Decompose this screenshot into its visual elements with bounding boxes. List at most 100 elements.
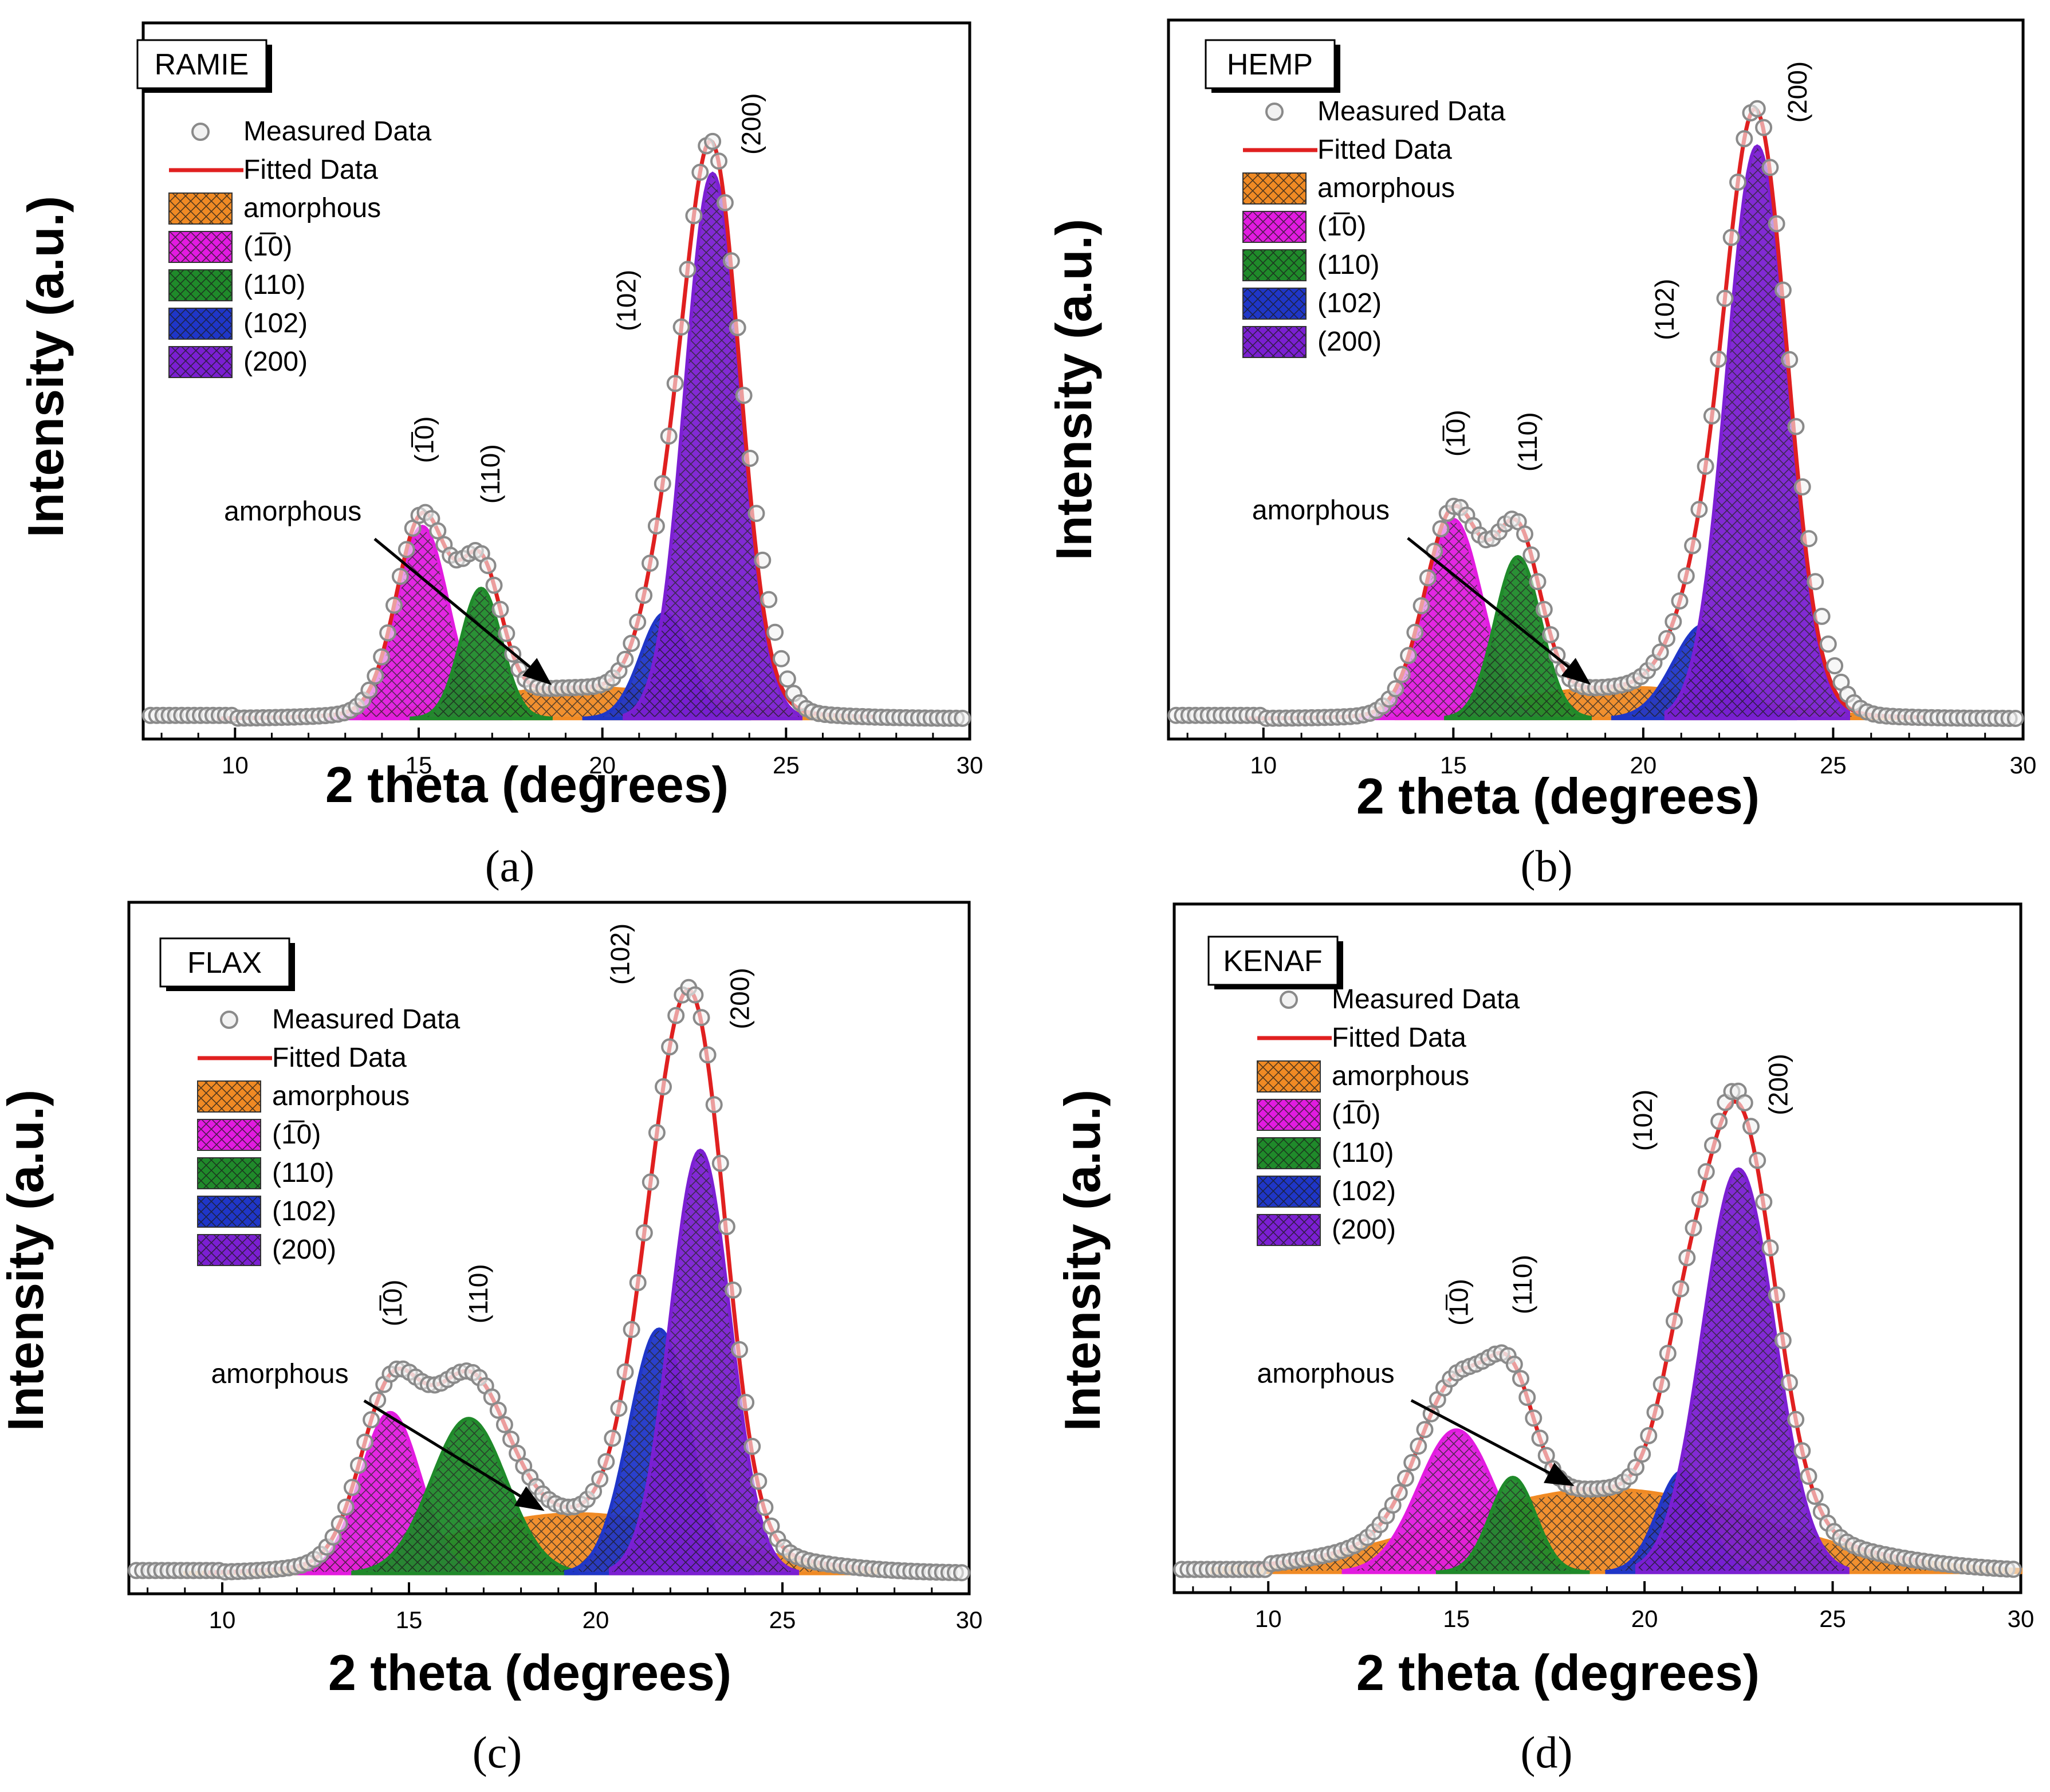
peak-label: (200) [1764, 1054, 1793, 1115]
measured-point [778, 670, 796, 688]
measured-point [1665, 613, 1682, 631]
legend-label: (1̅0) [1332, 1099, 1380, 1130]
sample-label: KENAF [1223, 945, 1322, 978]
amorphous-annotation: amorphous [1257, 1358, 1395, 1389]
measured-point [597, 1453, 615, 1471]
y-axis-title: Intensity (a.u.) [17, 196, 74, 538]
measured-point [1666, 1312, 1683, 1330]
measured-point [479, 557, 497, 575]
peak-label: (110) [463, 1264, 493, 1323]
measured-point [1516, 525, 1533, 543]
peak-label: (1̅0) [377, 1279, 407, 1326]
legend-label: amorphous [243, 193, 381, 223]
measured-point [623, 1321, 640, 1338]
legend-swatch-p110 [1257, 1137, 1321, 1169]
measured-point [385, 596, 403, 614]
measured-point [1542, 626, 1560, 643]
measured-point [685, 207, 703, 225]
legend-measured-marker [191, 123, 210, 141]
legend-label: Measured Data [243, 116, 431, 147]
panel-kenaf: (d) 10 15 20 25 30 2 theta (degrees) Intensity… [1054, 902, 2035, 1777]
x-tick-label: 30 [2008, 1605, 2035, 1632]
caption-c: (c) [473, 1727, 522, 1777]
plot-frame [127, 901, 971, 1595]
legend-label: Measured Data [1317, 96, 1505, 127]
legend-swatch-p102 [1257, 1176, 1321, 1208]
measured-point [729, 319, 746, 336]
measured-point [1697, 1163, 1715, 1181]
measured-point [704, 132, 722, 150]
panel-hemp: (b) 10 15 20 25 30 2 theta (degrees) Intensity… [1045, 18, 2036, 891]
component-p110 [351, 1417, 579, 1575]
measured-point [1432, 520, 1450, 537]
measured-point [1749, 1152, 1766, 1169]
measured-point [1397, 1469, 1414, 1487]
plot-frame [141, 21, 971, 741]
amorphous-annotation: amorphous [224, 496, 361, 526]
legend-label: Fitted Data [243, 155, 378, 185]
measured-point [710, 152, 727, 170]
measured-point [391, 568, 409, 585]
measured-point [498, 624, 516, 642]
x-axis-title: 2 theta (degrees) [328, 1644, 731, 1701]
x-tick-label: 20 [1631, 1605, 1658, 1632]
amorphous-arrow [1410, 1399, 1575, 1487]
measured-point [483, 1388, 501, 1406]
measured-point [1512, 1370, 1529, 1388]
x-tick-label: 20 [589, 752, 616, 779]
measured-point [1761, 159, 1779, 176]
sample-label: RAMIE [155, 48, 249, 81]
x-tick-label: 10 [209, 1606, 236, 1633]
measured-point [1684, 537, 1702, 555]
measured-point [1627, 1459, 1644, 1476]
measured-point [1390, 1484, 1408, 1502]
measured-point [610, 1400, 628, 1417]
peak-label: (110) [1513, 412, 1543, 471]
legend-label: (102) [243, 308, 308, 339]
measured-point [699, 1046, 717, 1064]
y-axis-title: Intensity (a.u.) [0, 1090, 54, 1432]
measured-point [1826, 657, 1844, 675]
measured-point [1761, 1239, 1779, 1257]
measured-point [1393, 666, 1411, 683]
measured-point [1806, 1487, 1824, 1505]
measured-point [1658, 630, 1675, 647]
peak-label: (102) [611, 270, 641, 331]
measured-point [1710, 351, 1728, 368]
measured-point [691, 163, 709, 181]
measured-point [1722, 229, 1740, 246]
measured-point [1412, 597, 1430, 615]
peak-label: (1̅0) [410, 416, 439, 463]
legend-swatch-amorphous [1257, 1060, 1321, 1093]
measured-point [1697, 457, 1714, 475]
measured-point [1685, 1219, 1702, 1237]
measured-point [666, 375, 684, 392]
x-tick-label: 15 [406, 752, 432, 779]
measured-point [1800, 1467, 1817, 1485]
x-tick-label: 15 [1440, 752, 1467, 779]
legend-label: (1̅0) [272, 1119, 321, 1150]
component-p110 [1444, 555, 1592, 721]
legend-label: (110) [1317, 250, 1380, 280]
legend-measured-marker [1280, 991, 1298, 1009]
legend-label: amorphous [1332, 1061, 1469, 1091]
measured-point [1793, 1442, 1811, 1460]
legend-label: (110) [272, 1158, 335, 1188]
legend-swatch-p110 [1242, 249, 1307, 281]
x-axis-title: 2 theta (degrees) [1356, 1644, 1760, 1701]
measured-point [1703, 407, 1721, 425]
legend-swatch-amorphous [1242, 172, 1307, 205]
measured-point [485, 576, 503, 594]
peak-label: (1̅0) [1441, 410, 1470, 457]
measured-point [642, 555, 659, 572]
measured-point [604, 1429, 621, 1447]
measured-point [743, 1437, 761, 1455]
legend-measured-marker [1265, 103, 1284, 121]
legend-label: Measured Data [1332, 984, 1520, 1015]
x-tick-label: 10 [1255, 1605, 1282, 1632]
measured-point [1793, 478, 1811, 496]
y-axis-title: Intensity (a.u.) [1045, 219, 1102, 561]
measured-point [616, 651, 634, 668]
amorphous-arrow [363, 1399, 545, 1511]
measured-point [722, 252, 740, 270]
